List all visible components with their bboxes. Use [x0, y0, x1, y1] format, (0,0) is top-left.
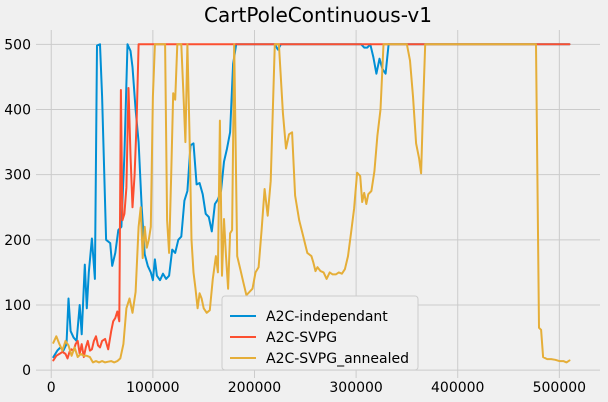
- legend-label-1: A2C-independant: [266, 309, 388, 325]
- y-tick-label: 500: [4, 37, 31, 53]
- series-line-3: [52, 43, 571, 364]
- x-tick-label: 0: [47, 380, 56, 396]
- series-lines: [52, 43, 571, 364]
- legend-label-2: A2C-SVPG: [266, 330, 337, 346]
- x-tick-label: 500000: [533, 380, 586, 396]
- y-tick-label: 0: [22, 363, 31, 379]
- x-tick-label: 400000: [431, 380, 484, 396]
- x-tick-label: 200000: [228, 380, 281, 396]
- y-tick-label: 400: [4, 103, 31, 119]
- tick-labels: 0 100000 200000 300000 400000 500000 0 100 200 30…: [4, 37, 586, 396]
- x-tick-label: 100000: [126, 380, 179, 396]
- y-tick-label: 300: [4, 168, 31, 184]
- y-tick-label: 200: [4, 233, 31, 249]
- legend: A2C-independant A2C-SVPG A2C-SVPG_annealed: [221, 295, 419, 371]
- legend-box: [221, 295, 419, 371]
- legend-label-3: A2C-SVPG_annealed: [266, 351, 409, 367]
- y-tick-label: 100: [4, 298, 31, 314]
- x-tick-label: 300000: [329, 380, 382, 396]
- chart-title: CartPoleContinuous-v1: [204, 3, 432, 27]
